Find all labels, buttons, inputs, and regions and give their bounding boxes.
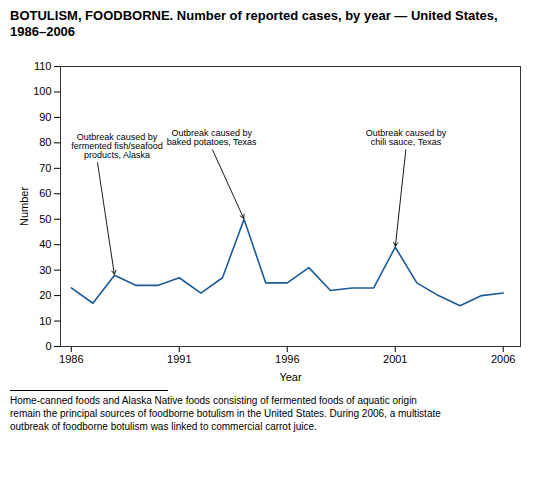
svg-text:50: 50 bbox=[39, 213, 51, 225]
svg-text:Number: Number bbox=[18, 187, 30, 226]
svg-text:20: 20 bbox=[39, 289, 51, 301]
svg-text:2006: 2006 bbox=[491, 353, 515, 365]
svg-text:100: 100 bbox=[33, 85, 51, 97]
svg-text:Year: Year bbox=[279, 371, 302, 383]
svg-text:10: 10 bbox=[39, 315, 51, 327]
svg-text:1986: 1986 bbox=[59, 353, 83, 365]
svg-text:70: 70 bbox=[39, 162, 51, 174]
svg-text:Outbreak caused bychili sauce,: Outbreak caused bychili sauce, Texas bbox=[366, 128, 447, 147]
svg-text:1991: 1991 bbox=[167, 353, 191, 365]
html-text:BOTULISM, FOODBORNE. Number of: BOTULISM, FOODBORNE. Number of reported … bbox=[10, 8, 498, 39]
svg-text:90: 90 bbox=[39, 111, 51, 123]
html-text:Home-canned foods and Alaska N: Home-canned foods and Alaska Native food… bbox=[10, 395, 441, 432]
svg-text:Outbreak caused byfermented fi: Outbreak caused byfermented fish/seafood… bbox=[71, 132, 163, 160]
svg-text:80: 80 bbox=[39, 136, 51, 148]
svg-text:1996: 1996 bbox=[275, 353, 299, 365]
svg-text:0: 0 bbox=[45, 340, 51, 352]
svg-text:30: 30 bbox=[39, 264, 51, 276]
svg-text:60: 60 bbox=[39, 187, 51, 199]
svg-text:40: 40 bbox=[39, 238, 51, 250]
svg-text:Outbreak caused bybaked potato: Outbreak caused bybaked potatoes, Texas bbox=[167, 128, 257, 147]
svg-text:110: 110 bbox=[34, 60, 52, 72]
svg-text:2001: 2001 bbox=[383, 353, 407, 365]
